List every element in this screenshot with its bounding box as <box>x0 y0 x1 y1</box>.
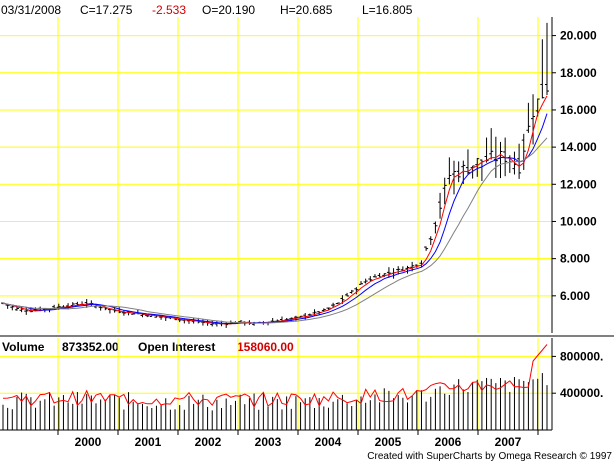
header-low: L=16.805 <box>362 3 413 17</box>
x-tick-label: 2005 <box>375 435 402 449</box>
open-interest-line <box>2 344 548 409</box>
price-tick-label: 12.000 <box>560 177 597 191</box>
x-tick-label: 2006 <box>435 435 462 449</box>
price-tick-label: 6.000 <box>560 289 590 303</box>
x-axis: 2000 2001 2002 2003 2004 2005 2006 2007 <box>57 430 539 449</box>
open-interest-value: 158060.00 <box>237 340 294 354</box>
open-interest-path <box>2 344 548 409</box>
price-tick-label: 14.000 <box>560 140 597 154</box>
x-tick-label: 2001 <box>135 435 162 449</box>
x-tick-label: 2004 <box>315 435 342 449</box>
header-change: -2.533 <box>152 3 186 17</box>
volume-value: 873352.00 <box>62 340 119 354</box>
price-grid <box>0 17 552 333</box>
volume-grid <box>0 338 552 430</box>
x-tick-label: 2003 <box>255 435 282 449</box>
volume-tick-label: 400000. <box>560 386 603 400</box>
header-close: C=17.275 <box>80 3 133 17</box>
volume-label: Volume <box>2 340 45 354</box>
open-interest-label: Open Interest <box>138 340 215 354</box>
price-tick-label: 18.000 <box>560 66 597 80</box>
header-open: O=20.190 <box>202 3 255 17</box>
header-high: H=20.685 <box>280 3 333 17</box>
x-tick-label: 2007 <box>495 435 522 449</box>
ma-medium-line <box>2 113 548 325</box>
price-tick-label: 10.000 <box>560 214 597 228</box>
price-tick-label: 16.000 <box>560 103 597 117</box>
moving-average-lines <box>2 95 548 325</box>
credit-text: Created with SuperCharts by Omega Resear… <box>367 451 612 462</box>
header-date: 03/31/2008 <box>1 3 61 17</box>
volume-axis: 400000. 800000. <box>552 349 603 400</box>
price-tick-label: 20.000 <box>560 29 597 43</box>
volume-bars <box>2 373 548 430</box>
price-tick-label: 8.000 <box>560 252 590 266</box>
x-tick-label: 2000 <box>75 435 102 449</box>
ma-fast-line <box>2 95 548 325</box>
volume-tick-label: 800000. <box>560 349 603 363</box>
x-tick-label: 2002 <box>195 435 222 449</box>
ma-slow-line <box>2 137 548 324</box>
price-axis: 6.000 8.000 10.000 12.000 14.000 16.000 18.000… <box>552 29 597 303</box>
